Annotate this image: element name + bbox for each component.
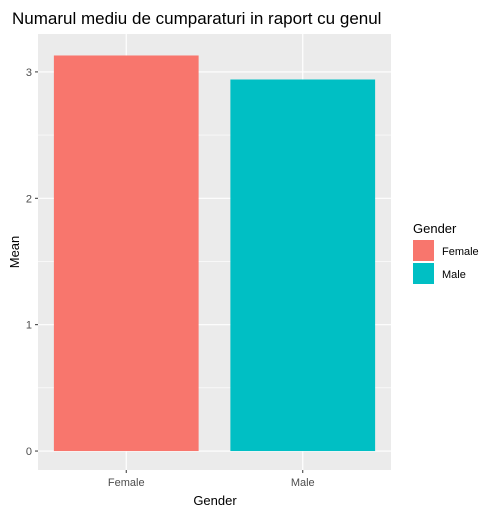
bars (53, 55, 376, 452)
x-tick-label: Female (108, 477, 145, 489)
y-tick-label: 3 (26, 67, 32, 79)
legend-key-male (413, 263, 434, 284)
legend: Gender Female Male (413, 221, 479, 284)
y-tick-label: 0 (26, 446, 32, 458)
y-tick-label: 2 (26, 193, 32, 205)
y-axis-ticks: 0 1 2 3 (26, 67, 38, 458)
chart-title: Numarul mediu de cumparaturi in raport c… (12, 9, 381, 28)
x-axis-title: Gender (193, 493, 237, 508)
y-axis-title: Mean (7, 236, 22, 269)
legend-items: Female Male (413, 240, 479, 284)
bar-female (53, 55, 199, 452)
legend-key-female (413, 240, 434, 261)
legend-label-female: Female (442, 246, 479, 258)
legend-label-male: Male (442, 269, 466, 281)
x-tick-label: Male (291, 477, 315, 489)
legend-title: Gender (413, 221, 457, 236)
y-tick-label: 1 (26, 320, 32, 332)
bar-male (230, 79, 376, 452)
x-axis-ticks: Female Male (108, 470, 315, 489)
